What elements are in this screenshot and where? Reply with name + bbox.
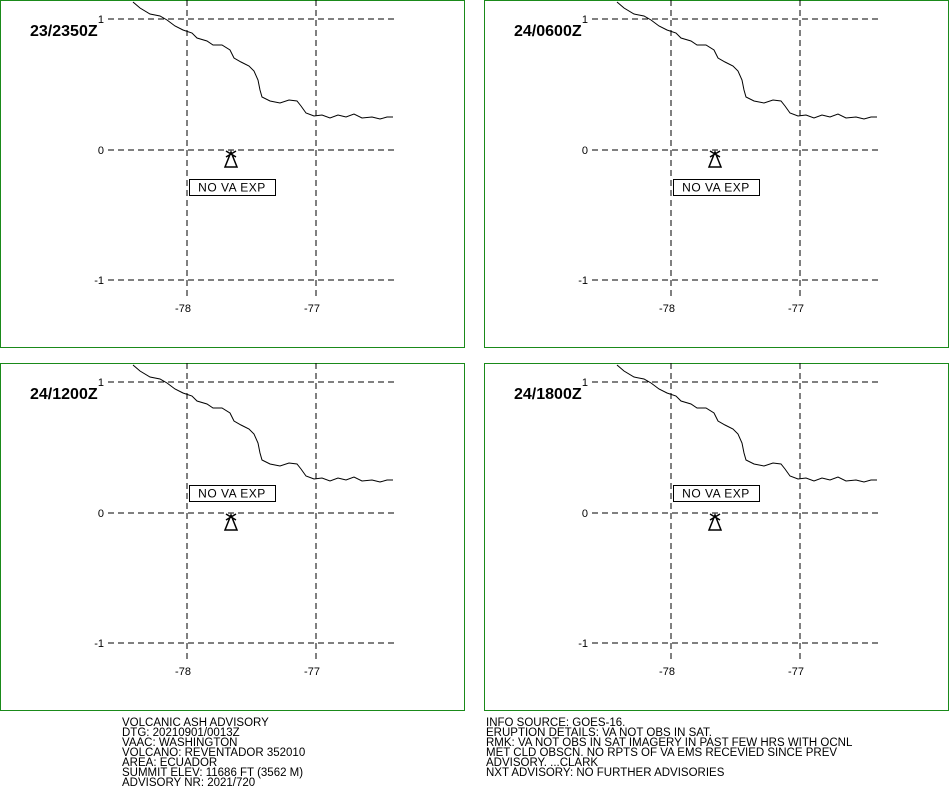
panel-border: [0, 0, 465, 348]
latitude-label: 0: [98, 145, 104, 157]
coastline: [132, 1, 393, 120]
valid-time: 24/0600Z: [514, 23, 582, 40]
map-panel: 1 0 -1 -78 -77 24/1200Z NO VA EXP: [0, 363, 465, 711]
latitude-label: 1: [582, 14, 588, 26]
latitude-label: 0: [582, 145, 588, 157]
advisory-line: SUMMIT ELEV: 11686 FT (3562 M): [122, 767, 303, 779]
latitude-label: 0: [582, 508, 588, 520]
ash-label: NO VA EXP: [682, 181, 750, 195]
label-box: [189, 179, 276, 196]
coastline: [132, 364, 393, 483]
longitude-label: -77: [788, 666, 804, 678]
map-panel: 1 0 -1 -78 -77 24/0600Z NO VA EXP: [484, 0, 949, 348]
coastline: [616, 364, 877, 483]
advisory-line: ADVISORY. ...CLARK: [486, 757, 598, 769]
longitude-label: -78: [659, 303, 675, 315]
advisory-line: ERUPTION DETAILS: VA NOT OBS IN SAT.: [486, 727, 712, 739]
advisory-line: AREA: ECUADOR: [122, 757, 217, 769]
advisory-line: DTG: 20210901/0013Z: [122, 727, 240, 739]
panel-border: [0, 363, 465, 711]
coastline: [616, 1, 877, 120]
volcano-symbol: [707, 149, 723, 168]
panel-border: [484, 363, 949, 711]
latitude-label: -1: [94, 638, 104, 650]
volcano-symbol: [223, 149, 239, 168]
label-box: [673, 179, 760, 196]
advisory-line: MET CLD OBSCN. NO RPTS OF VA EMS RECEVIE…: [486, 747, 837, 759]
map-panel: 1 0 -1 -78 -77 23/2350Z NO VA EXP: [0, 0, 465, 348]
volcano-symbol: [707, 512, 723, 531]
latitude-label: -1: [578, 275, 588, 287]
panel-border: [484, 0, 949, 348]
advisory-line: ADVISORY NR: 2021/720: [122, 777, 255, 789]
longitude-label: -78: [175, 303, 191, 315]
label-box: [673, 485, 760, 502]
ash-label: NO VA EXP: [198, 487, 266, 501]
label-box: [189, 485, 276, 502]
longitude-label: -78: [175, 666, 191, 678]
latitude-label: 0: [98, 508, 104, 520]
advisory-line: NXT ADVISORY: NO FURTHER ADVISORIES: [486, 767, 725, 779]
latitude-label: -1: [578, 638, 588, 650]
longitude-label: -77: [304, 666, 320, 678]
advisory-line: VOLCANO: REVENTADOR 352010: [122, 747, 305, 759]
longitude-label: -77: [788, 303, 804, 315]
latitude-label: 1: [98, 377, 104, 389]
valid-time: 24/1800Z: [514, 386, 582, 403]
ash-label: NO VA EXP: [682, 487, 750, 501]
advisory-line: INFO SOURCE: GOES-16.: [486, 717, 625, 729]
valid-time: 23/2350Z: [30, 23, 98, 40]
advisory-line: VAAC: WASHINGTON: [122, 737, 237, 749]
ash-label: NO VA EXP: [198, 181, 266, 195]
latitude-label: -1: [94, 275, 104, 287]
latitude-label: 1: [98, 14, 104, 26]
longitude-label: -78: [659, 666, 675, 678]
valid-time: 24/1200Z: [30, 386, 98, 403]
advisory-line: RMK: VA NOT OBS IN SAT IMAGERY IN PAST F…: [486, 737, 853, 749]
map-panel: 1 0 -1 -78 -77 24/1800Z NO VA EXP: [484, 363, 949, 711]
longitude-label: -77: [304, 303, 320, 315]
advisory-line: VOLCANIC ASH ADVISORY: [122, 717, 269, 729]
volcano-symbol: [223, 512, 239, 531]
latitude-label: 1: [582, 377, 588, 389]
